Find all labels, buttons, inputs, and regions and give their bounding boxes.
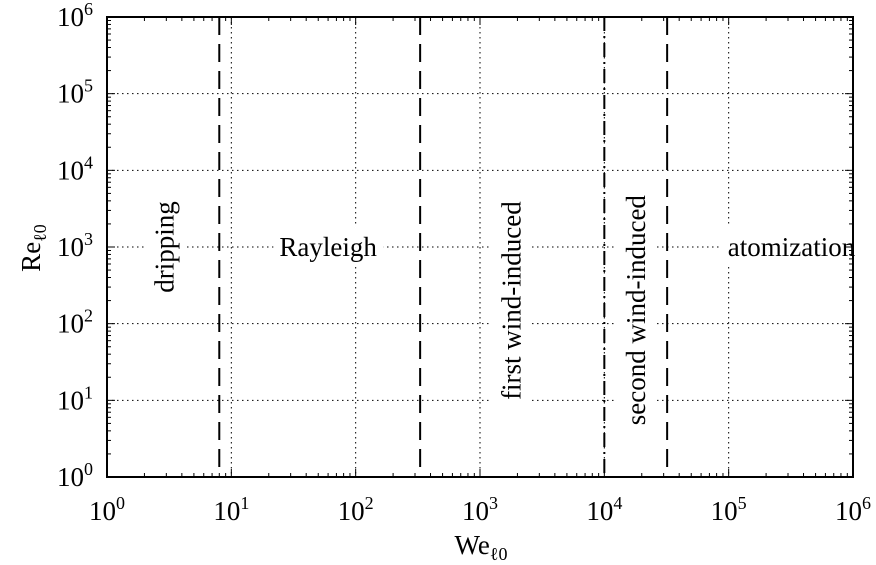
x-tick-label: 100 [89, 493, 125, 526]
axis-ticks [106, 16, 854, 478]
region-label: Rayleigh [279, 232, 377, 262]
region-label: atomization [728, 232, 856, 262]
y-tick-label: 105 [57, 76, 93, 109]
region-label-group: second wind-induced [616, 188, 657, 432]
y-axis-label: Reℓ0 [16, 224, 50, 272]
region-labels: dripping Rayleigh first wind-induced second… [144, 188, 862, 432]
regime-boundaries [218, 17, 669, 477]
x-tick-label: 106 [835, 493, 871, 526]
region-label-group: first wind-induced [491, 194, 532, 406]
region-label: dripping [149, 201, 179, 293]
region-label-background [721, 227, 862, 267]
region-label-group: Rayleigh [273, 227, 384, 267]
x-axis-label: Weℓ0 [455, 530, 508, 564]
region-label-group: dripping [144, 195, 185, 299]
y-tick-label: 100 [57, 459, 93, 492]
x-tick-label: 104 [586, 493, 622, 526]
x-tick-label: 103 [462, 493, 498, 526]
tick-labels: 100 101 102 103 104 105 106 100 101 102 103 104 105 1… [57, 0, 871, 526]
region-label-background [616, 188, 657, 432]
y-tick-label: 101 [57, 382, 93, 415]
x-tick-label: 102 [338, 493, 374, 526]
region-label-background [273, 227, 384, 267]
region-label: second wind-induced [621, 195, 651, 426]
x-tick-label: 105 [711, 493, 747, 526]
y-tick-label: 106 [57, 0, 93, 32]
y-tick-label: 104 [57, 152, 93, 185]
region-label: first wind-induced [497, 201, 527, 400]
y-tick-label: 103 [57, 229, 93, 262]
region-label-background [491, 194, 532, 406]
region-label-background [144, 195, 185, 299]
region-label-group: atomization [721, 227, 862, 267]
x-tick-label: 101 [213, 493, 249, 526]
y-tick-label: 102 [57, 306, 93, 339]
